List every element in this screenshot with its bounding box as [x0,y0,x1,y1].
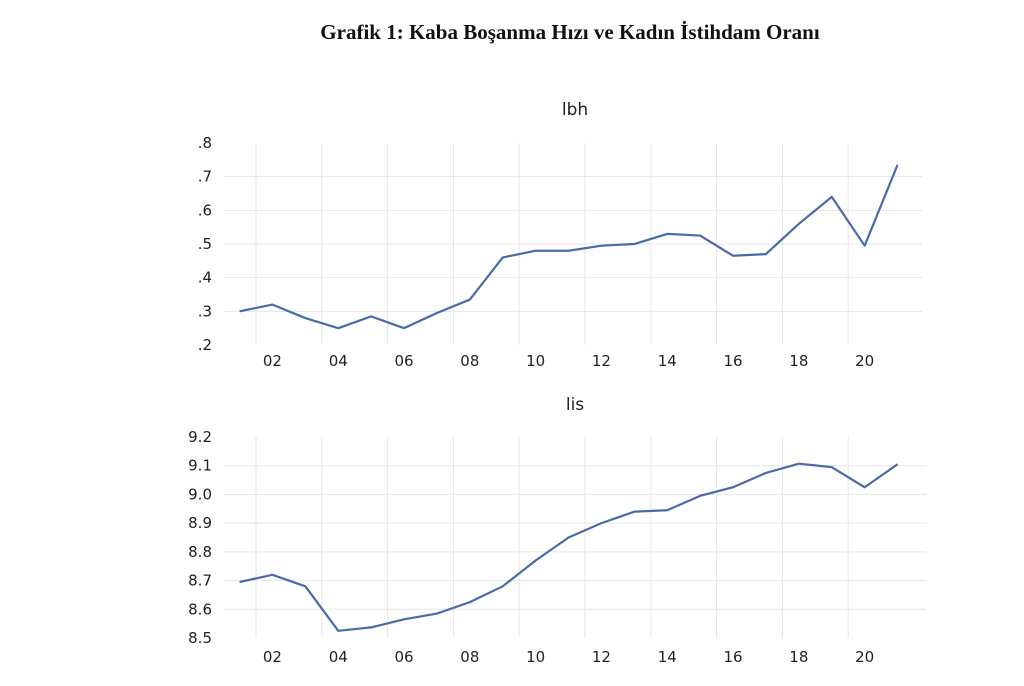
x-tick-label: 12 [592,352,611,370]
x-tick-label: 04 [329,648,348,666]
chart-panel-lbh: lbh .2 .3 .4 .5 .6 .7 .8 02 04 06 08 10 12 14 16 18 20 [198,100,922,370]
series-line-lbh [239,164,899,330]
y-tick-label: .4 [198,269,212,287]
x-tick-label: 06 [395,648,414,666]
x-tick-label: 02 [263,352,282,370]
x-tick-label: 18 [789,648,808,666]
series-line-lis [239,462,899,632]
chart-title: lbh [562,100,588,120]
y-tick-label: 8.9 [188,514,212,532]
chart-panel-lis: lis 8.5 8.6 8.7 8.8 8.9 9.0 9.1 9.2 02 04 06 08 10 12 1… [188,395,926,666]
x-tick-label: 06 [395,352,414,370]
y-tick-label: 8.5 [188,629,212,647]
x-tick-label: 16 [724,352,743,370]
x-tick-label: 04 [329,352,348,370]
y-tick-label: 8.6 [188,600,212,618]
x-tick-label: 20 [855,648,874,666]
y-tick-label: 9.1 [188,457,212,475]
y-tick-label: .2 [198,336,212,354]
y-tick-label: 9.0 [188,485,212,503]
x-tick-label: 12 [592,648,611,666]
x-tick-label: 08 [460,648,479,666]
chart-title: lis [566,395,584,415]
x-tick-label: 20 [855,352,874,370]
figure-title: Grafik 1: Kaba Boşanma Hızı ve Kadın İst… [320,20,820,44]
y-tick-label: 8.8 [188,543,212,561]
x-tick-label: 14 [658,352,677,370]
y-tick-label: .3 [198,302,212,320]
x-tick-label: 10 [526,648,545,666]
x-tick-label: 08 [460,352,479,370]
x-tick-label: 02 [263,648,282,666]
y-tick-label: 9.2 [188,428,212,446]
y-tick-label: .8 [198,134,212,152]
y-tick-label: .7 [198,168,212,186]
y-tick-label: .5 [198,235,212,253]
x-tick-label: 18 [789,352,808,370]
y-tick-label: .6 [198,201,212,219]
x-tick-label: 14 [658,648,677,666]
x-tick-label: 16 [724,648,743,666]
y-tick-label: 8.7 [188,572,212,590]
x-tick-label: 10 [526,352,545,370]
